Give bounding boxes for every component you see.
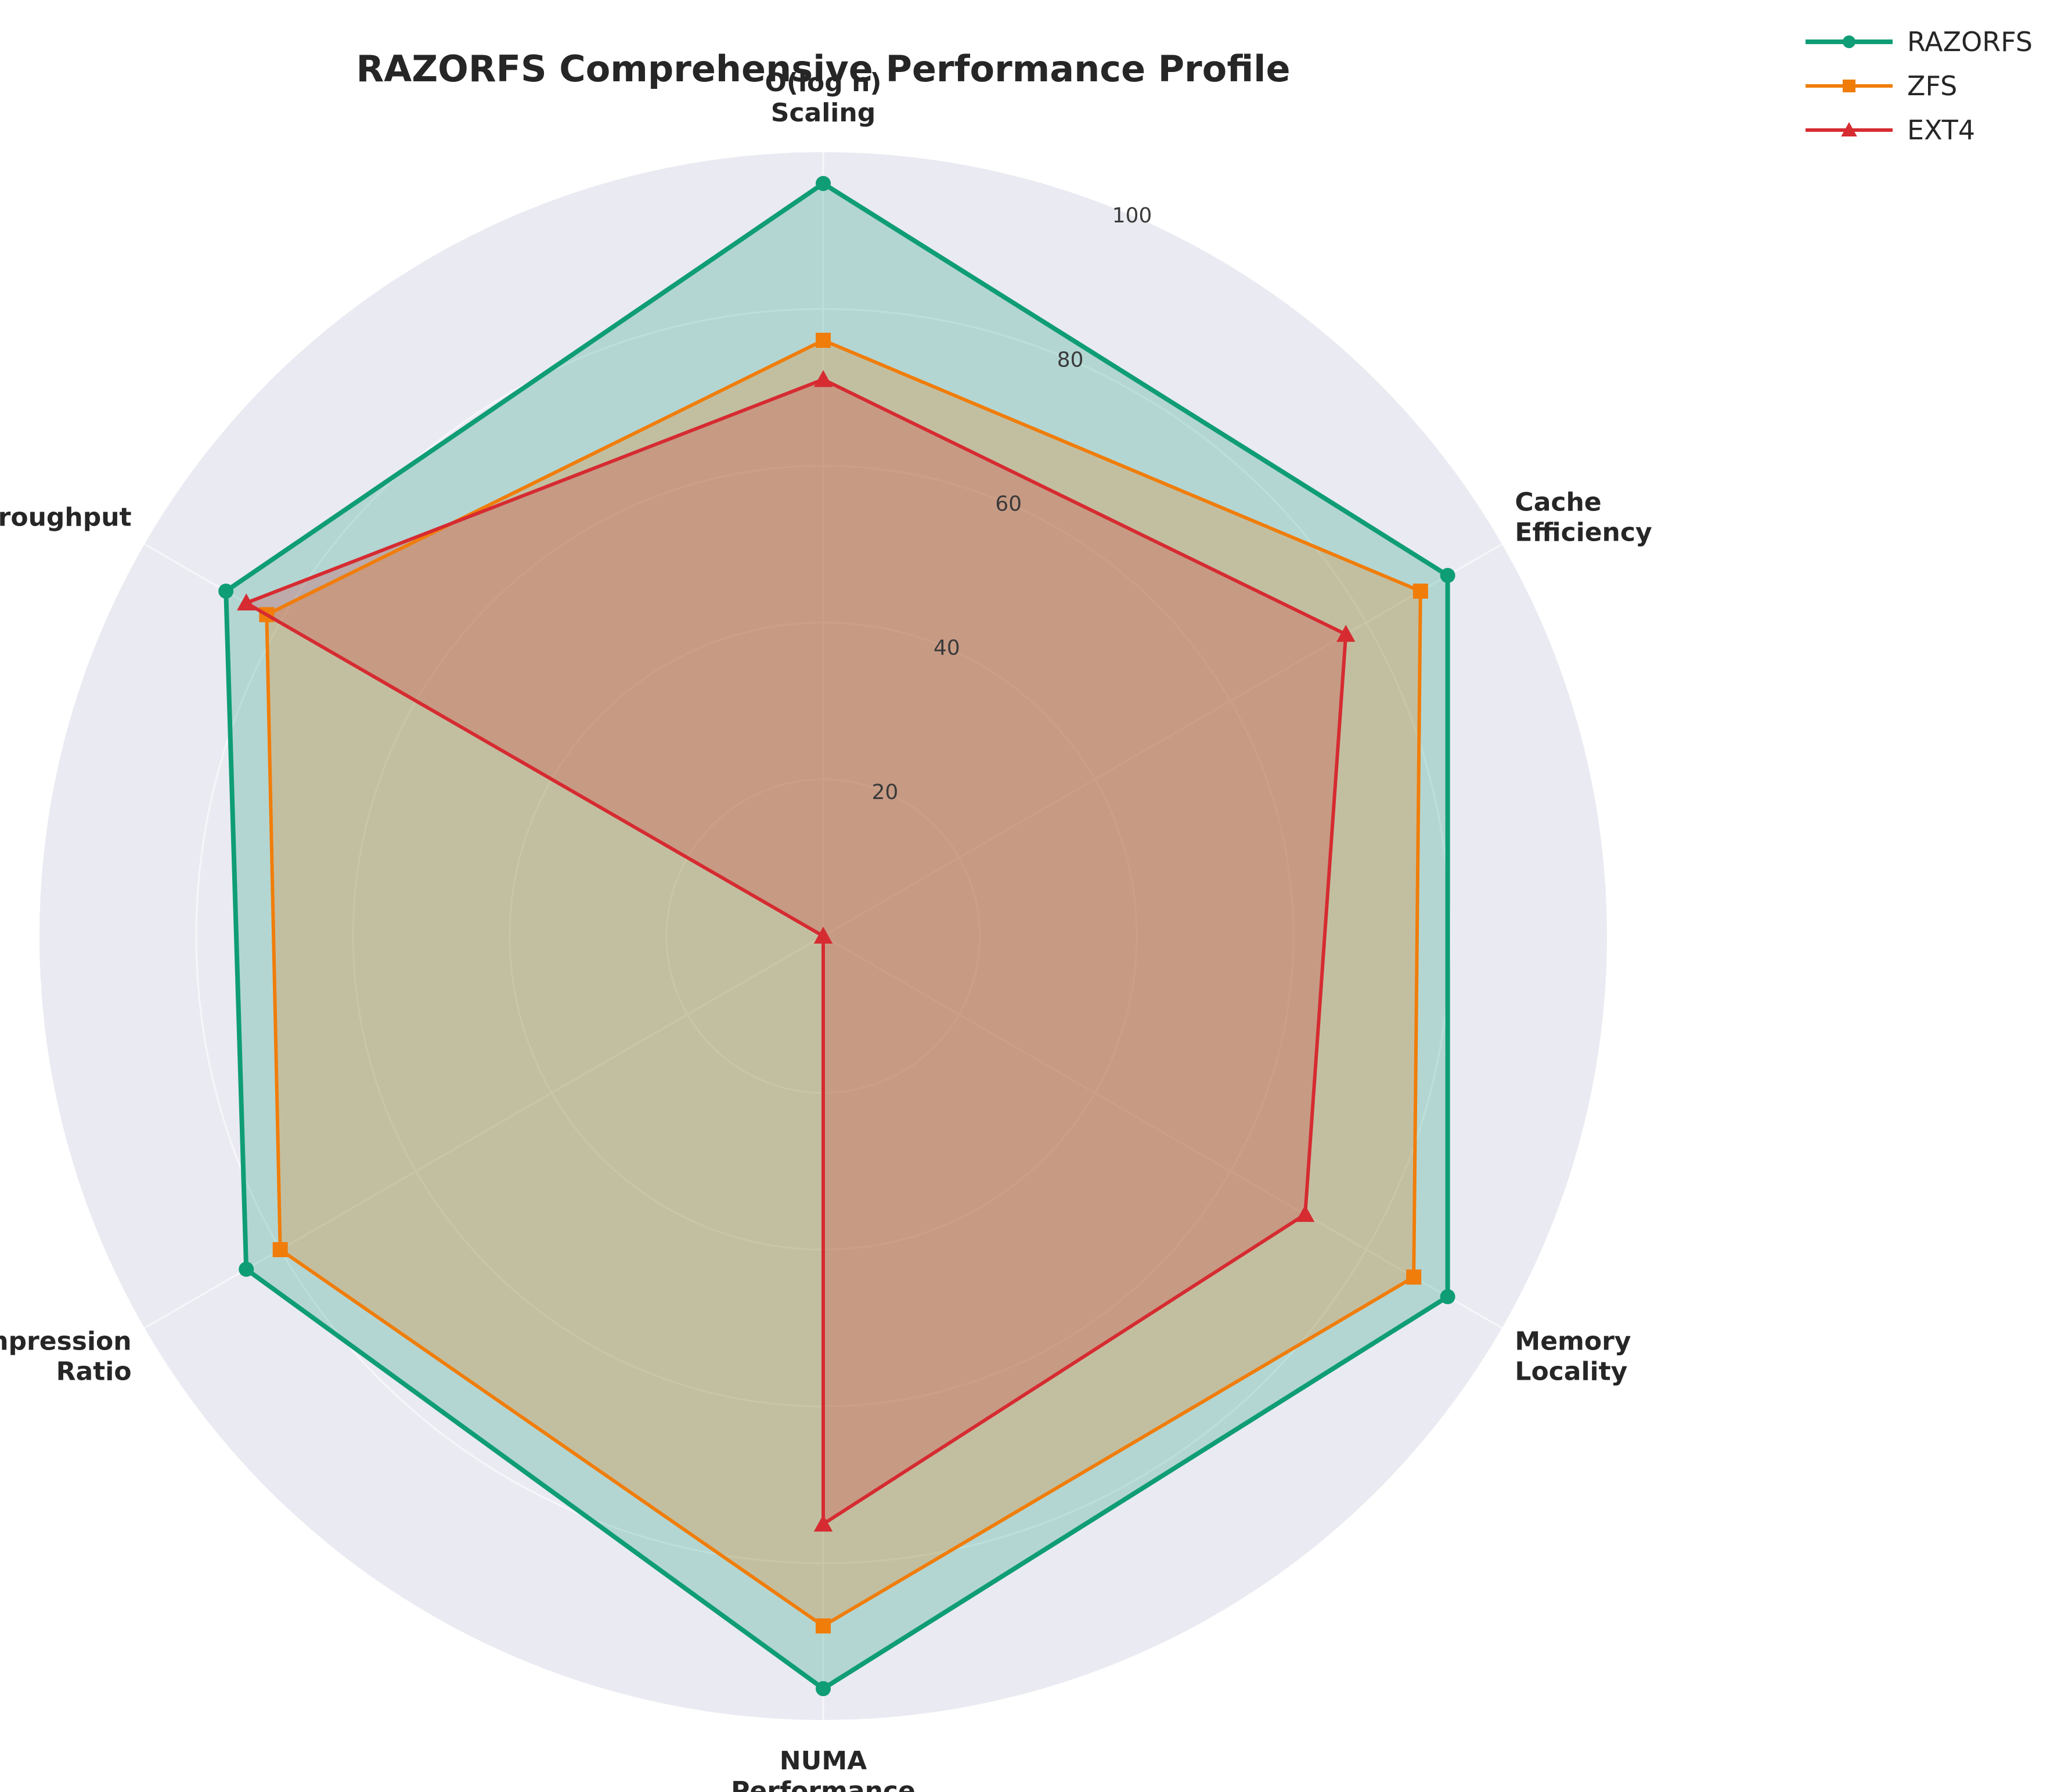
data-point-ext4 <box>813 370 833 387</box>
data-point-zfs <box>1406 1269 1422 1285</box>
data-point-ext4 <box>813 1514 833 1532</box>
chart-title: RAZORFS Comprehensive Performance Profil… <box>356 48 1290 90</box>
axis-label-line: Locality <box>1515 1357 1627 1387</box>
axis-label: Cache Efficiency <box>1515 488 1652 548</box>
axis-label-line: O(log n) <box>765 68 881 98</box>
legend-marker-zfs <box>1843 80 1855 92</box>
data-point-ext4 <box>236 593 256 611</box>
series-fill-zfs <box>266 340 1421 1626</box>
axis-label-line: Efficiency <box>1515 518 1652 548</box>
grid-spoke <box>823 543 1502 937</box>
data-point-razorfs <box>239 1261 254 1277</box>
legend: RAZORFS ZFS EXT4 <box>1806 26 2033 146</box>
axis-label: CompressionRatio <box>0 1327 132 1387</box>
r-tick-label: 60 <box>995 492 1022 516</box>
axis-label-line: Cache <box>1515 488 1601 517</box>
r-tick-label: 40 <box>934 636 960 660</box>
legend-label-razorfs: RAZORFS <box>1907 26 2033 57</box>
data-point-razorfs <box>816 1681 831 1696</box>
axis-label-line: Throughput <box>0 503 132 532</box>
legend-label-zfs: ZFS <box>1907 70 1957 102</box>
plot-area: 20 40 60 80 100 O(log n) Scaling Cache Efficienc… <box>0 68 1652 1792</box>
data-point-zfs <box>816 1618 831 1633</box>
r-tick-label: 20 <box>871 780 898 804</box>
r-tick-label: 80 <box>1057 348 1084 372</box>
data-point-ext4 <box>1336 625 1356 642</box>
axis-label: NUMA Performance <box>731 1746 916 1792</box>
axis-label-line: Performance <box>731 1776 916 1792</box>
series-fill-ext4 <box>246 379 1346 1524</box>
legend-marker-ext4 <box>1841 122 1857 136</box>
legend-marker-razorfs <box>1843 35 1855 48</box>
axis-label-line: NUMA <box>780 1746 867 1776</box>
data-point-zfs <box>816 333 831 348</box>
data-point-zfs <box>1412 584 1428 599</box>
data-point-razorfs <box>1440 1289 1455 1304</box>
data-point-razorfs <box>816 176 831 191</box>
axis-label: Memory Locality <box>1515 1327 1631 1387</box>
axis-label: Throughput <box>0 503 132 532</box>
data-point-ext4 <box>1295 1205 1315 1222</box>
axis-label-line: Compression <box>0 1327 132 1356</box>
axis-label-line: Ratio <box>56 1357 132 1387</box>
legend-label-ext4: EXT4 <box>1907 114 1975 146</box>
axis-label: O(log n) Scaling <box>765 68 881 128</box>
data-point-razorfs <box>1440 568 1455 583</box>
data-point-razorfs <box>218 584 234 599</box>
data-point-zfs <box>272 1242 288 1257</box>
data-point-ext4 <box>813 926 833 944</box>
r-tick-label: 100 <box>1112 204 1152 228</box>
axis-label-line: Memory <box>1515 1327 1631 1356</box>
axis-label-line: Scaling <box>771 98 875 128</box>
grid-spoke <box>144 935 824 1329</box>
series-fill-razorfs <box>226 183 1448 1689</box>
grid-spoke <box>823 935 1502 1329</box>
